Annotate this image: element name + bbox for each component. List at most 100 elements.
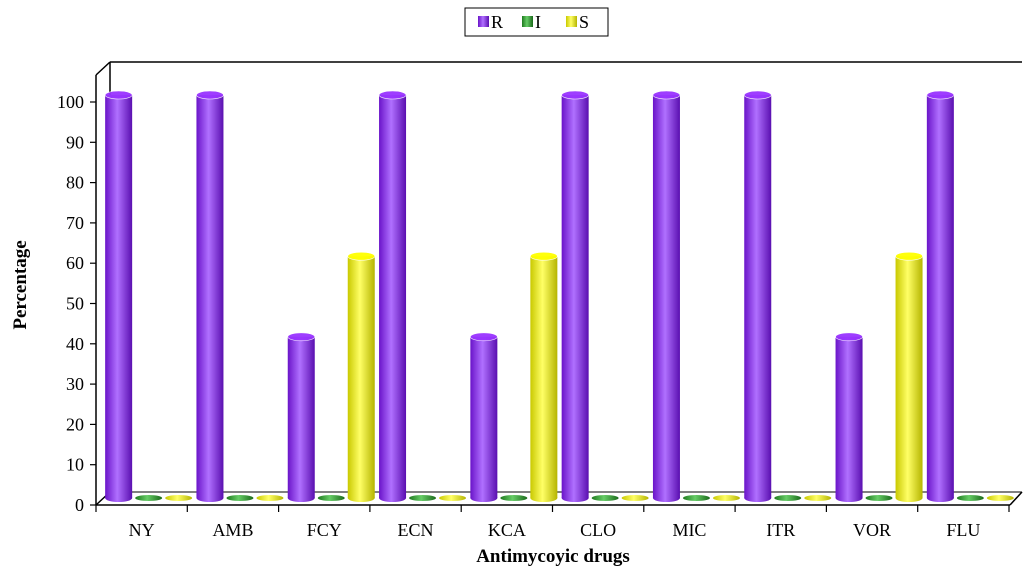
bar-base bbox=[530, 494, 558, 502]
bar-flat bbox=[682, 495, 710, 501]
y-tick-label: 50 bbox=[66, 294, 84, 314]
bar-flat bbox=[165, 495, 193, 501]
bar-flat bbox=[591, 495, 619, 501]
bar-R-flu bbox=[926, 90, 955, 502]
bar-base bbox=[895, 494, 923, 502]
bar-flat bbox=[986, 495, 1014, 501]
bar-body bbox=[470, 336, 498, 498]
x-tick-label: ITR bbox=[766, 520, 795, 540]
bar-I-ny bbox=[135, 495, 163, 501]
bar-I-ecn bbox=[409, 495, 437, 501]
bar-body bbox=[379, 95, 407, 498]
bar-top bbox=[926, 90, 955, 100]
bar-top bbox=[530, 251, 558, 261]
bar-flat bbox=[712, 495, 740, 501]
bar-R-vor bbox=[835, 332, 863, 502]
y-tick-label: 10 bbox=[66, 455, 84, 475]
bar-base bbox=[561, 494, 589, 502]
bar-S-flu bbox=[986, 495, 1014, 501]
bar-flat bbox=[865, 495, 893, 501]
bar-flat bbox=[135, 495, 163, 501]
bar-I-fcy bbox=[317, 495, 345, 501]
x-tick-label: FCY bbox=[307, 520, 342, 540]
x-tick-label: NY bbox=[129, 520, 155, 540]
bar-body bbox=[287, 336, 315, 498]
bar-flat bbox=[804, 495, 832, 501]
bar-S-kca bbox=[530, 251, 558, 502]
floor-right-edge bbox=[1009, 491, 1023, 506]
y-tick-label: 70 bbox=[66, 213, 84, 233]
bar-R-ny bbox=[104, 90, 133, 502]
bar-top bbox=[743, 90, 772, 100]
bar-top bbox=[652, 90, 681, 100]
bar-top bbox=[895, 251, 923, 261]
bars-group bbox=[104, 90, 1014, 502]
bar-base bbox=[196, 494, 224, 502]
bar-R-mic bbox=[652, 90, 681, 502]
bar-S-ny bbox=[165, 495, 193, 501]
bar-R-kca bbox=[470, 332, 498, 502]
bar-body bbox=[835, 336, 863, 498]
bar-body bbox=[347, 256, 375, 498]
x-tick-label: ECN bbox=[398, 520, 434, 540]
legend-item-R: R bbox=[478, 12, 503, 32]
y-axis-depth-top bbox=[95, 61, 111, 76]
x-tick-label: MIC bbox=[672, 520, 706, 540]
y-tick-label: 0 bbox=[75, 495, 84, 515]
bar-base bbox=[347, 494, 375, 502]
bar-I-amb bbox=[226, 495, 254, 501]
bar-S-amb bbox=[256, 495, 284, 501]
y-tick-label: 60 bbox=[66, 253, 84, 273]
legend-item-I: I bbox=[522, 12, 541, 32]
bar-flat bbox=[256, 495, 284, 501]
bar-base bbox=[744, 494, 772, 502]
legend-swatch bbox=[522, 16, 533, 27]
bar-S-fcy bbox=[347, 251, 376, 502]
legend-swatch bbox=[566, 16, 577, 27]
y-tick-label: 80 bbox=[66, 173, 84, 193]
y-tick-label: 30 bbox=[66, 374, 84, 394]
bar-base bbox=[926, 494, 954, 502]
bar-S-mic bbox=[712, 495, 740, 501]
bar-body bbox=[744, 95, 772, 498]
bar-S-ecn bbox=[439, 495, 467, 501]
y-axis-title: Percentage bbox=[10, 240, 31, 329]
bar-body bbox=[561, 95, 589, 498]
bar-top bbox=[347, 251, 376, 261]
bar-body bbox=[895, 256, 923, 498]
bar-base bbox=[379, 494, 407, 502]
legend-label: R bbox=[491, 12, 503, 32]
bar-top bbox=[561, 90, 589, 100]
bar-top bbox=[287, 332, 316, 342]
x-tick-label: FLU bbox=[946, 520, 980, 540]
bar-S-clo bbox=[621, 495, 649, 501]
y-axis-ticks: 0 10 20 30 40 50 60 70 80 90 100 bbox=[57, 92, 96, 515]
bar-base bbox=[105, 494, 133, 502]
bar-top bbox=[378, 90, 407, 100]
bar-flat bbox=[774, 495, 802, 501]
x-tick-label: KCA bbox=[488, 520, 526, 540]
bar-body bbox=[652, 95, 680, 498]
bar-flat bbox=[500, 495, 528, 501]
bar-flat bbox=[439, 495, 467, 501]
bar-I-vor bbox=[865, 495, 893, 501]
legend-label: S bbox=[579, 12, 589, 32]
bar-body bbox=[105, 95, 133, 498]
bar-body bbox=[926, 95, 954, 498]
bar-I-itr bbox=[774, 495, 802, 501]
bar-R-fcy bbox=[287, 332, 316, 502]
bar-I-mic bbox=[682, 495, 710, 501]
bar-body bbox=[196, 95, 224, 498]
x-axis-ticks: NY AMB FCY ECN KCA CLO MIC ITR VOR FLU bbox=[95, 505, 1010, 540]
bar-S-itr bbox=[804, 495, 832, 501]
bar-top bbox=[104, 90, 133, 100]
x-tick-label: CLO bbox=[580, 520, 616, 540]
bar-base bbox=[835, 494, 863, 502]
x-axis-title: Antimycoyic drugs bbox=[476, 546, 630, 567]
bar-I-clo bbox=[591, 495, 619, 501]
y-tick-label: 20 bbox=[66, 414, 84, 434]
y-tick-label: 90 bbox=[66, 132, 84, 152]
